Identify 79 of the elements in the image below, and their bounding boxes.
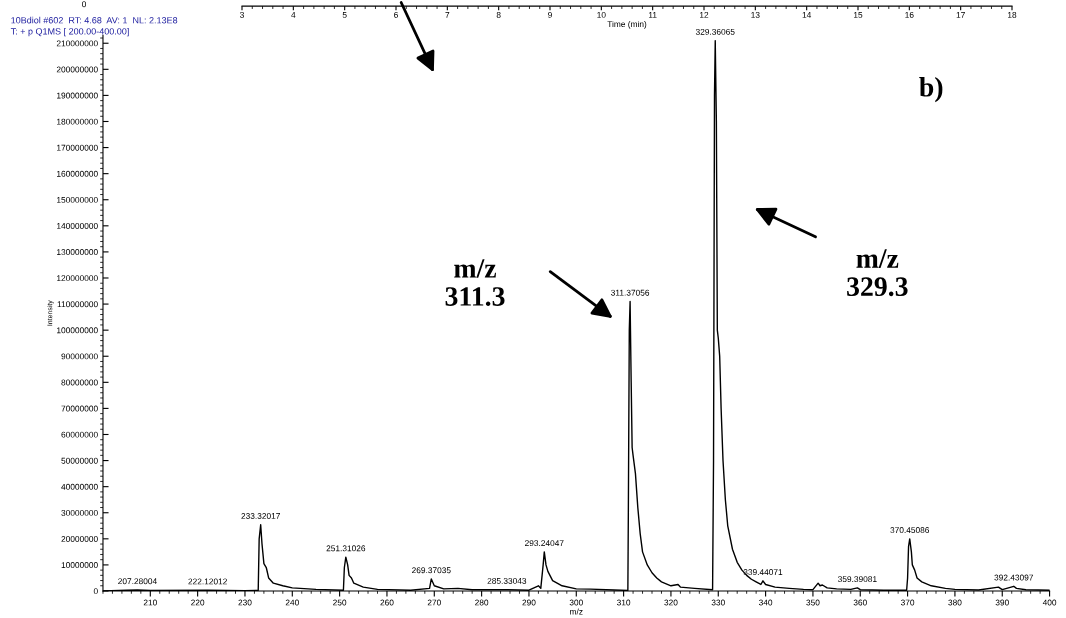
y-tick-label: 90000000 — [61, 353, 98, 360]
y-tick-label: 0 — [93, 588, 98, 595]
x2-tick-label: 5 — [342, 12, 347, 18]
x-tick-label: 400 — [1042, 599, 1057, 606]
y-tick-label: 30000000 — [61, 509, 98, 516]
x2-tick-label: 4 — [291, 12, 296, 18]
x2-tick-label: 13 — [751, 11, 760, 18]
x2-axis-title: Time (min) — [607, 20, 647, 29]
y-tick-label: 130000000 — [57, 249, 98, 256]
x-tick-label: 330 — [711, 599, 725, 606]
x2-tick-label: 6 — [394, 11, 398, 18]
x-tick-label: 250 — [333, 599, 347, 606]
y-tick-label: 50000000 — [61, 457, 98, 464]
x2-tick-label: 18 — [1008, 11, 1017, 18]
x2-tick-label: 17 — [956, 12, 965, 18]
x2-tick-label: 7 — [445, 12, 450, 18]
y-tick-label: 210000000 — [56, 40, 98, 47]
y-tick-label: 60000000 — [61, 431, 98, 438]
annotation: 207.28004 — [118, 578, 157, 585]
x-tick-label: 260 — [380, 599, 394, 606]
y-tick-label: 150000000 — [57, 196, 98, 203]
x-tick-label: 380 — [948, 599, 962, 606]
x2-tick-label: 14 — [802, 12, 812, 18]
y-tick-label: 100000000 — [57, 327, 98, 334]
y-tick-label: 190000000 — [57, 92, 98, 99]
annotation: 285.33043 — [487, 577, 527, 584]
annotation: m/z 329.3 — [847, 249, 908, 297]
x-tick-label: 240 — [285, 599, 299, 606]
y-tick-label: 110000000 — [57, 301, 98, 308]
annotation: m/z 311.3 — [445, 259, 505, 307]
annotation: 311.37056 — [611, 289, 650, 296]
x-tick-label: 350 — [806, 599, 820, 606]
x-tick-label: 390 — [995, 599, 1009, 606]
x2-tick-label: 16 — [905, 11, 914, 18]
x-tick-label: 220 — [191, 599, 205, 606]
x2-tick-label: 9 — [548, 11, 552, 18]
annotation: 370.45086 — [890, 527, 930, 534]
y-tick-label: 180000000 — [57, 118, 98, 125]
annotation: 251.31026 — [326, 545, 366, 552]
annotation: 293.24047 — [525, 540, 564, 547]
x-tick-label: 210 — [143, 599, 157, 606]
x2-tick-label: 10 — [597, 11, 606, 18]
x-tick-label: 230 — [238, 599, 252, 606]
x-tick-label: 300 — [569, 599, 583, 606]
annotation: 233.32017 — [241, 513, 280, 519]
x-tick-label: 270 — [427, 599, 441, 606]
y-tick-label: 170000000 — [57, 144, 98, 151]
y-tick-label: 140000000 — [57, 223, 98, 229]
x2-tick-label: 11 — [648, 12, 657, 18]
x2-tick-label: 3 — [240, 11, 244, 18]
y-tick-label: 200000000 — [56, 66, 98, 73]
annotation: 269.37035 — [412, 567, 451, 574]
y-tick-label: 40000000 — [61, 483, 98, 490]
x-tick-label: 280 — [475, 599, 489, 606]
annotation: 392.43097 — [994, 574, 1034, 581]
x-axis-title: m/z — [570, 608, 583, 615]
y-tick-label: 80000000 — [61, 379, 98, 386]
text: 10Bdiol #602 RT: 4.68 AV: 1 NL: 2.13E8 — [11, 16, 178, 24]
y-tick-label: 20000000 — [61, 536, 98, 542]
x-tick-label: 370 — [900, 599, 915, 606]
x-tick-label: 310 — [616, 599, 631, 606]
annotation: 359.39081 — [838, 576, 877, 583]
x-tick-label: 290 — [522, 599, 536, 606]
x2-tick-label: 15 — [854, 12, 863, 18]
annotation: T: + p Q1MS [ 200.00-400.00] — [10, 27, 129, 37]
y-tick-label: 10000000 — [61, 562, 98, 569]
text: 0 — [82, 1, 87, 8]
annotation: b) — [919, 77, 943, 103]
x2-tick-label: 12 — [700, 11, 709, 18]
annotation: 339.44071 — [743, 569, 783, 576]
y-tick-label: 120000000 — [57, 275, 98, 282]
y-tick-label: 70000000 — [61, 405, 98, 412]
annotation: 222.12012 — [188, 578, 227, 585]
x2-tick-label: 8 — [496, 11, 501, 18]
annotation: 329.36065 — [695, 28, 735, 35]
y-tick-label: 160000000 — [57, 170, 98, 177]
x-tick-label: 320 — [664, 599, 678, 606]
x-tick-label: 340 — [758, 599, 773, 606]
x-tick-label: 360 — [853, 599, 867, 606]
